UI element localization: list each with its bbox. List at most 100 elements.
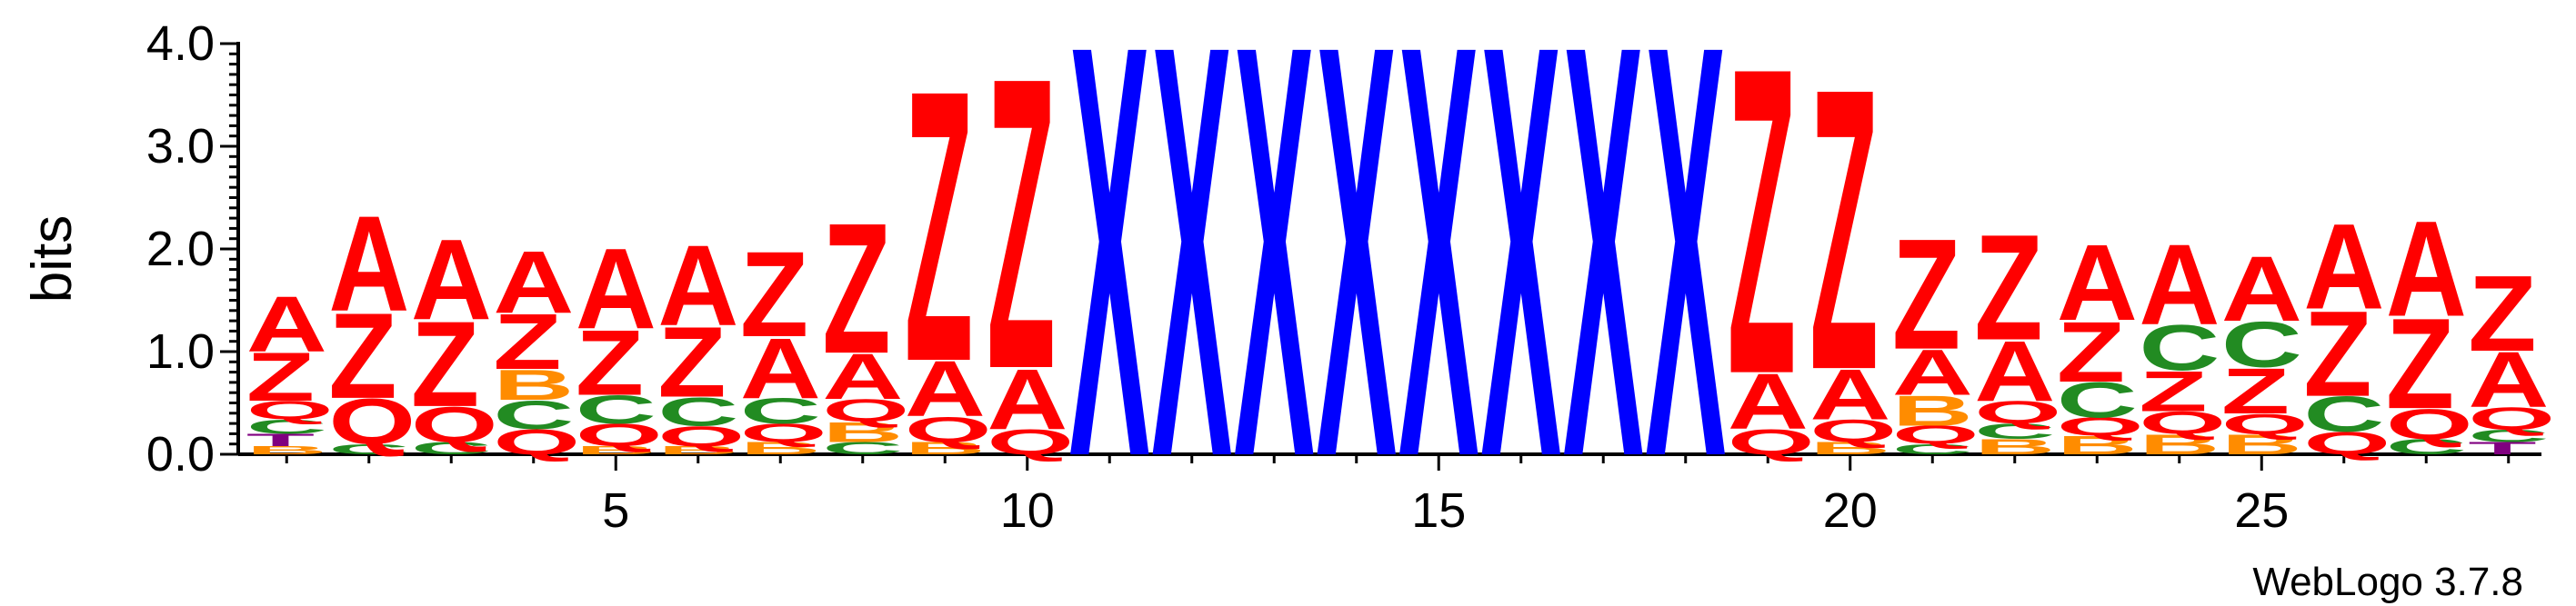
logo-letter-Q: Q (2139, 405, 2226, 441)
logo-letter-C: C (576, 387, 657, 432)
logo-letter-glyph: C (2468, 426, 2549, 445)
logo-letter-B: B (2139, 429, 2220, 461)
logo-letter-glyph: Z (2057, 304, 2125, 400)
logo-letter-glyph: Q (2221, 408, 2309, 440)
logo-letter-Q: Q (328, 386, 416, 458)
logo-letter-glyph: Q (328, 386, 416, 458)
logo-letter-glyph: X (1645, 0, 1726, 579)
logo-letter-glyph: Q (411, 397, 498, 452)
logo-letter-glyph: A (822, 341, 903, 412)
logo-letter-glyph: C (657, 389, 738, 434)
logo-letter-Q: Q (411, 397, 498, 452)
logo-letter-glyph: C (1892, 442, 1973, 458)
logo-letter-Z: Z (1728, 0, 1796, 465)
logo-letter-glyph: C (740, 392, 821, 432)
logo-letter-B: B (657, 444, 738, 457)
logo-letter-glyph: A (2139, 221, 2220, 349)
logo-letter-glyph: Q (2139, 405, 2226, 441)
logo-letter-Z: Z (2468, 253, 2536, 373)
logo-letter-glyph: A (411, 215, 492, 343)
logo-letter-X: X (1645, 0, 1726, 579)
logo-letter-glyph: Q (2303, 426, 2391, 462)
logo-letter-C: C (246, 415, 327, 438)
logo-letter-glyph: Q (822, 393, 909, 429)
letters-group: BTCQZACQZACQZAQCBZABQCZABQCZABQCAZCBQAZB… (246, 0, 2555, 579)
logo-letter-Z: Z (2303, 286, 2371, 422)
logo-letter-Q: Q (493, 422, 580, 462)
weblogo-version-label: WebLogo 3.7.8 (2252, 560, 2523, 604)
logo-letter-Q: Q (1728, 422, 1815, 462)
logo-letter-glyph: Z (2139, 359, 2207, 423)
logo-letter-glyph: Z (411, 296, 479, 432)
logo-letter-Z: Z (411, 296, 479, 432)
x-tick-label: 25 (2234, 483, 2289, 538)
logo-letter-B: B (1974, 435, 2055, 459)
logo-letter-C: C (2139, 313, 2220, 384)
logo-letter-Q: Q (2468, 402, 2555, 437)
logo-letter-glyph: T (246, 431, 315, 450)
logo-letter-glyph: A (905, 345, 986, 433)
x-tick-label: 5 (602, 483, 629, 538)
logo-letter-glyph: Z (905, 11, 973, 443)
logo-letter-C: C (822, 439, 903, 458)
y-tick-label: 4.0 (146, 16, 215, 71)
logo-letter-A: A (493, 232, 574, 332)
logo-letter-glyph: X (1316, 0, 1397, 579)
logo-letter-glyph: C (328, 442, 409, 458)
logo-letter-glyph: B (2057, 431, 2138, 460)
logo-letter-glyph: Q (2386, 400, 2473, 448)
logo-letter-A: A (657, 222, 738, 350)
logo-letter-Z: Z (2139, 359, 2207, 423)
logo-letter-C: C (2057, 373, 2138, 428)
logo-letter-A: A (1728, 358, 1809, 446)
axes-group: 0.0 1.0 2.0 3.0 4.0 5 10 15 20 25 (146, 16, 2541, 538)
logo-letter-Z: Z (740, 226, 808, 363)
logo-letter-glyph: C (246, 415, 327, 438)
logo-letter-B: B (2057, 431, 2138, 460)
logo-letter-Z: Z (1974, 204, 2042, 372)
logo-letter-glyph: C (576, 387, 657, 432)
y-tick-label: 0.0 (146, 427, 215, 482)
logo-letter-glyph: X (1398, 0, 1479, 579)
logo-letter-Q: Q (576, 418, 663, 453)
logo-letter-glyph: A (1892, 337, 1973, 409)
logo-letter-Q: Q (987, 422, 1074, 462)
logo-letter-X: X (1151, 0, 1232, 579)
logo-letter-glyph: C (2303, 387, 2384, 442)
logo-letter-glyph: Z (2468, 253, 2536, 373)
logo-letter-glyph: A (2468, 336, 2549, 424)
logo-letter-glyph: C (2057, 373, 2138, 428)
logo-letter-glyph: Z (246, 338, 315, 415)
logo-letter-Q: Q (1809, 413, 1897, 449)
logo-letter-A: A (740, 321, 821, 416)
y-tick-label: 2.0 (146, 222, 215, 276)
logo-letter-Z: Z (2221, 355, 2290, 427)
logo-letter-Z: Z (905, 11, 973, 443)
y-tick-label: 3.0 (146, 119, 215, 174)
logo-letter-glyph: B (576, 444, 657, 457)
logo-letter-glyph: A (1728, 358, 1809, 446)
logo-letter-Z: Z (822, 184, 890, 392)
logo-letter-glyph: B (493, 361, 574, 409)
logo-letter-Q: Q (2221, 408, 2309, 440)
logo-letter-Z: Z (246, 338, 315, 415)
logo-letter-X: X (1398, 0, 1479, 579)
logo-letter-Z: Z (1892, 206, 1960, 382)
logo-letter-C: C (2303, 387, 2384, 442)
logo-letter-A: A (1892, 337, 1973, 409)
logo-letter-A: A (2468, 336, 2549, 424)
logo-letter-glyph: Z (328, 288, 396, 424)
logo-letter-glyph: B (246, 444, 327, 457)
logo-letter-glyph: A (740, 321, 821, 416)
logo-letter-Q: Q (740, 419, 827, 448)
logo-letter-Z: Z (493, 298, 561, 386)
logo-letter-glyph: Q (246, 396, 334, 425)
logo-letter-B: B (493, 361, 574, 409)
logo-letter-glyph: X (1234, 0, 1315, 579)
logo-letter-A: A (2221, 237, 2302, 342)
logo-letter-Q: Q (246, 396, 334, 425)
logo-letter-glyph: X (1069, 0, 1150, 579)
logo-letter-glyph: C (411, 439, 492, 458)
logo-letter-X: X (1234, 0, 1315, 579)
logo-letter-X: X (1069, 0, 1150, 579)
